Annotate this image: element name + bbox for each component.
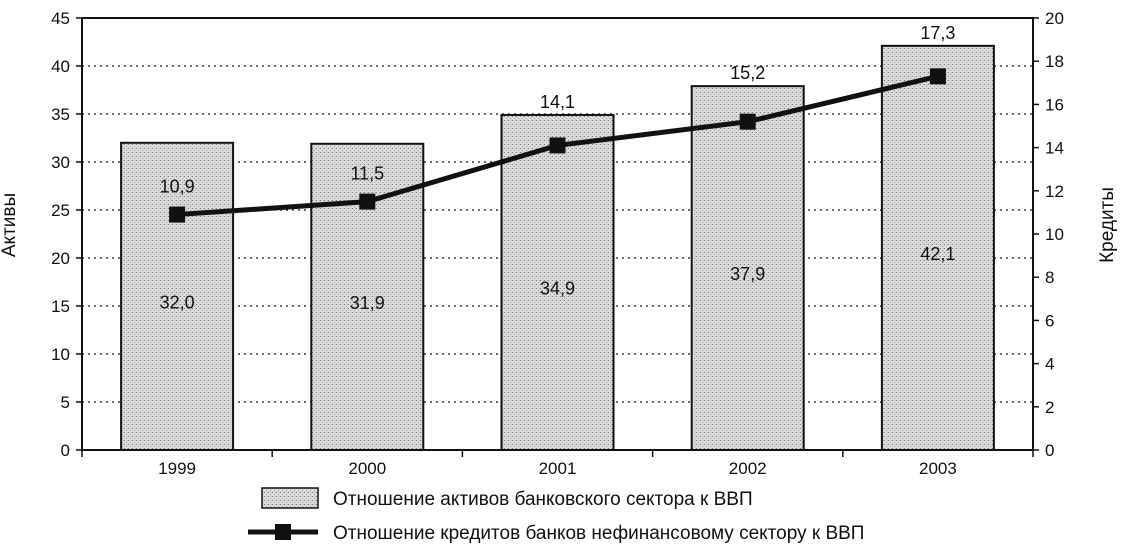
bar-value-label: 37,9 <box>730 264 765 284</box>
y-left-tick-label: 5 <box>61 393 70 412</box>
x-axis: 1999 2000 2001 2002 2003 <box>81 450 1034 478</box>
y-right-tick-label: 2 <box>1045 398 1054 417</box>
line-value-labels: 10,9 11,5 14,1 15,2 17,3 <box>160 23 956 197</box>
bar-value-label: 42,1 <box>920 244 955 264</box>
y-right-tick-label: 18 <box>1045 52 1064 71</box>
line-point-2000 <box>359 193 376 210</box>
bar-value-label: 32,0 <box>160 292 195 312</box>
legend-bar-swatch <box>261 487 319 509</box>
x-tick-label: 2002 <box>729 459 767 478</box>
credit-line <box>169 68 946 223</box>
y-left-tick-label: 20 <box>51 249 70 268</box>
x-tick-label: 2003 <box>919 459 957 478</box>
x-tick-label: 2001 <box>539 459 577 478</box>
line-point-2002 <box>739 113 756 130</box>
y-right-tick-label: 6 <box>1045 311 1054 330</box>
line-value-label: 17,3 <box>920 23 955 43</box>
bar-value-label: 31,9 <box>350 293 385 313</box>
bar-2003 <box>880 44 995 452</box>
y-left-tick-label: 25 <box>51 201 70 220</box>
legend-line-marker <box>275 524 291 540</box>
y-axis-left: 0 5 10 15 20 25 30 35 40 45 <box>51 9 82 460</box>
y-right-tick-label: 8 <box>1045 268 1054 287</box>
line-point-2003 <box>929 68 946 85</box>
y-right-tick-label: 20 <box>1045 9 1064 28</box>
bar-value-label: 34,9 <box>540 278 575 298</box>
bar-1999 <box>120 141 235 452</box>
y-left-tick-label: 35 <box>51 105 70 124</box>
x-tick-label: 1999 <box>158 459 196 478</box>
y-right-tick-label: 12 <box>1045 182 1064 201</box>
y-left-tick-label: 10 <box>51 345 70 364</box>
line-point-1999 <box>169 206 186 223</box>
legend: Отношение активов банковского сектора к … <box>248 487 864 544</box>
line-point-2001 <box>549 137 566 154</box>
x-tick-label: 2000 <box>348 459 386 478</box>
line-value-label: 11,5 <box>350 164 384 184</box>
y-left-tick-label: 40 <box>51 57 70 76</box>
y-axis-right: 0 2 4 6 8 10 12 14 16 18 20 <box>1033 9 1064 460</box>
y-left-tick-label: 15 <box>51 297 70 316</box>
y-left-tick-label: 30 <box>51 153 70 172</box>
y-right-tick-label: 10 <box>1045 225 1064 244</box>
bar-2001 <box>500 113 615 452</box>
y-right-tick-label: 0 <box>1045 441 1054 460</box>
bar-2002 <box>690 85 805 451</box>
y-axis-right-title: Кредиты <box>1097 187 1118 263</box>
y-left-tick-label: 45 <box>51 9 70 28</box>
line-value-label: 10,9 <box>160 177 195 197</box>
y-right-tick-label: 14 <box>1045 139 1064 158</box>
legend-bar-label: Отношение активов банковского сектора к … <box>333 489 753 510</box>
legend-line-label: Отношение кредитов банков нефинансовому … <box>333 523 864 544</box>
y-right-tick-label: 4 <box>1045 355 1054 374</box>
y-axis-left-title: Активы <box>0 193 20 257</box>
y-left-tick-label: 0 <box>61 441 70 460</box>
bar-value-labels: 32,0 31,9 34,9 37,9 42,1 <box>160 244 956 313</box>
line-value-label: 15,2 <box>730 63 765 83</box>
line-value-label: 14,1 <box>540 92 575 112</box>
bars <box>120 44 995 452</box>
y-right-tick-label: 16 <box>1045 95 1064 114</box>
